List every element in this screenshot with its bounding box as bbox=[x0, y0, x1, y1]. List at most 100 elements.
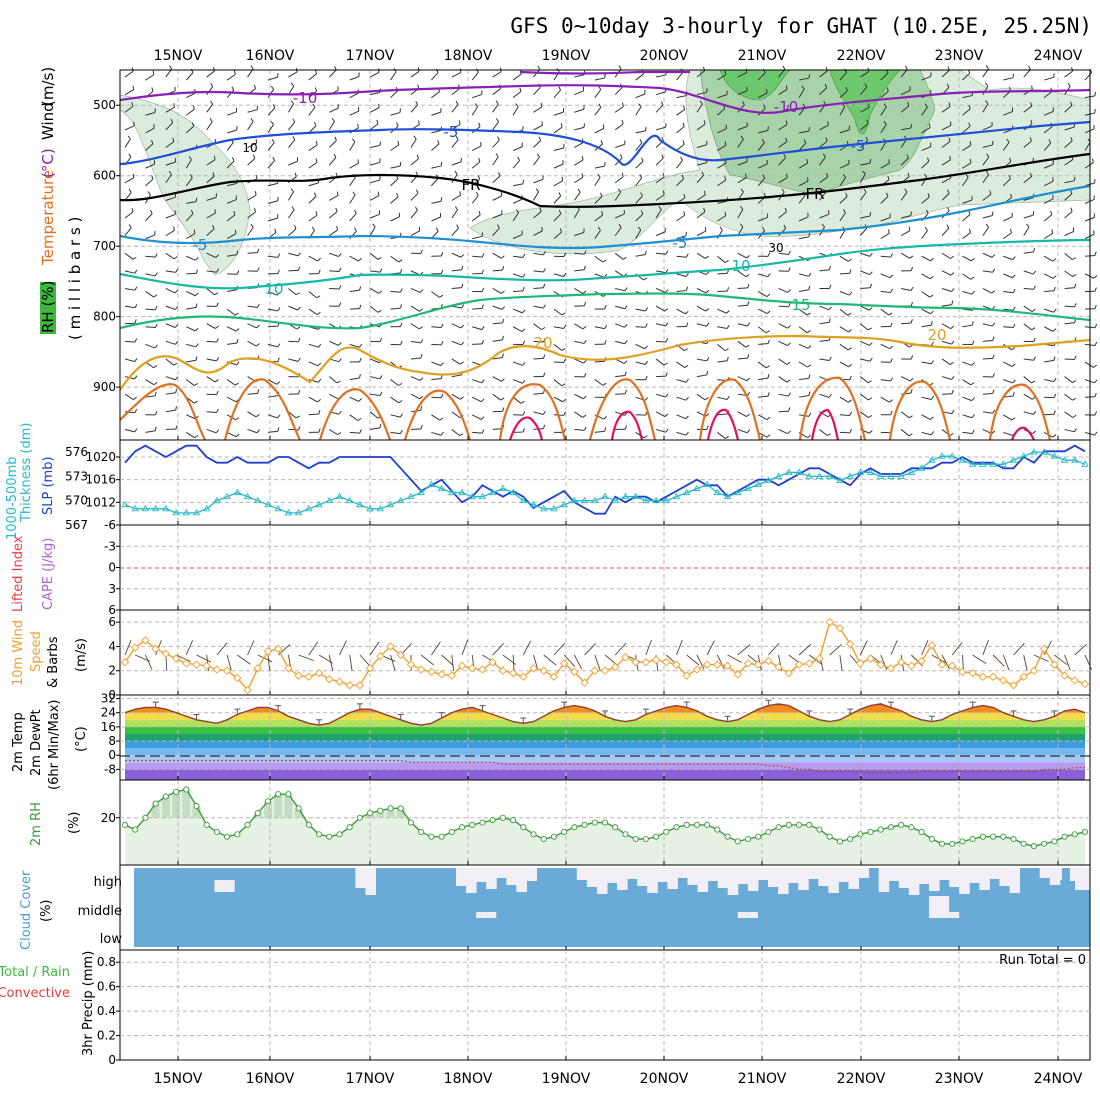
barb-flag bbox=[909, 255, 914, 259]
barb-flag bbox=[807, 364, 812, 368]
barb-flag bbox=[377, 256, 382, 260]
barb-flag bbox=[252, 154, 256, 159]
barb bbox=[533, 156, 540, 166]
barb-10m bbox=[420, 654, 434, 666]
barb-10m bbox=[921, 640, 929, 656]
barb bbox=[533, 340, 544, 343]
ylabel-wind10: 10m Wind bbox=[11, 620, 26, 686]
barb-flag bbox=[475, 191, 479, 196]
barb bbox=[533, 140, 541, 148]
barb-10m bbox=[492, 643, 505, 656]
barb-flag bbox=[418, 120, 420, 125]
ylabel-thickness: Thickness (dm) bbox=[19, 423, 34, 523]
barb bbox=[921, 273, 931, 280]
barb bbox=[472, 326, 482, 331]
wind10-marker bbox=[519, 672, 528, 681]
barb-flag bbox=[481, 304, 484, 309]
barb-flag bbox=[624, 425, 628, 430]
barb bbox=[328, 121, 335, 131]
barb-flag bbox=[477, 175, 481, 180]
barb-flag bbox=[600, 140, 603, 145]
rh2m-marker bbox=[121, 821, 129, 828]
barb bbox=[1023, 323, 1032, 331]
barb bbox=[370, 92, 380, 96]
cloud-clear-cell bbox=[878, 868, 890, 892]
barb bbox=[512, 183, 523, 187]
barb-flag bbox=[358, 343, 363, 348]
barb bbox=[839, 90, 848, 99]
barb-flag bbox=[907, 172, 910, 177]
barb-flag bbox=[583, 359, 587, 364]
cloud-clear-cell bbox=[969, 868, 980, 883]
rh2m-marker bbox=[775, 824, 782, 831]
barb bbox=[410, 357, 421, 360]
barb bbox=[798, 273, 809, 277]
barb bbox=[941, 270, 952, 276]
barb bbox=[124, 70, 134, 78]
barb-flag bbox=[946, 83, 950, 88]
barb bbox=[819, 192, 826, 201]
barb-flag bbox=[992, 322, 996, 327]
barb-flag bbox=[992, 336, 995, 341]
barb bbox=[614, 252, 624, 260]
barb bbox=[962, 232, 971, 240]
barb-flag bbox=[331, 117, 335, 122]
barb-flag bbox=[256, 324, 260, 329]
barb bbox=[1064, 230, 1074, 237]
barb bbox=[880, 141, 887, 151]
barb bbox=[1023, 69, 1031, 78]
barb bbox=[839, 414, 850, 416]
barb bbox=[982, 144, 993, 149]
barb bbox=[328, 157, 337, 166]
barb-flag bbox=[746, 377, 751, 382]
barb-flag bbox=[558, 192, 562, 197]
barb bbox=[288, 121, 296, 131]
barb-flag bbox=[336, 191, 339, 196]
wind10-marker bbox=[845, 639, 855, 649]
barb-flag bbox=[419, 289, 424, 293]
day-label-top: 21NOV bbox=[738, 48, 787, 64]
barb bbox=[962, 273, 972, 280]
rh2m-marker bbox=[377, 807, 384, 814]
barb-flag bbox=[134, 428, 138, 433]
wind10-marker bbox=[468, 664, 477, 673]
barb-flag bbox=[910, 286, 914, 291]
barb-flag bbox=[154, 344, 158, 349]
barb-flag bbox=[315, 211, 318, 216]
barb bbox=[533, 392, 544, 395]
barb-flag bbox=[910, 319, 913, 324]
thickness-marker bbox=[733, 488, 742, 496]
barb-flag bbox=[191, 122, 195, 127]
barb-flag bbox=[195, 269, 199, 274]
wind10-marker bbox=[754, 660, 763, 669]
barb bbox=[1084, 162, 1094, 169]
barb-flag bbox=[624, 412, 628, 416]
barb-flag bbox=[400, 288, 403, 293]
y-tick-label: -8 bbox=[104, 762, 116, 776]
barb bbox=[185, 72, 194, 81]
barb bbox=[676, 72, 684, 81]
barb-flag bbox=[173, 103, 175, 108]
contour-label: -5 bbox=[851, 137, 866, 155]
barb-flag bbox=[765, 330, 770, 334]
barb bbox=[124, 322, 136, 325]
barb bbox=[410, 158, 419, 166]
cloud-clear-cell bbox=[918, 868, 930, 884]
y-tick-label: 900 bbox=[93, 380, 116, 394]
thickness-marker bbox=[805, 472, 814, 479]
barb-flag bbox=[946, 224, 950, 229]
barb bbox=[860, 270, 870, 276]
barb bbox=[859, 86, 868, 95]
barb-flag bbox=[1051, 229, 1054, 234]
barb bbox=[655, 176, 665, 184]
barb bbox=[880, 124, 887, 134]
barb-flag bbox=[1012, 73, 1015, 78]
barb bbox=[553, 326, 564, 329]
barb-flag bbox=[563, 411, 567, 416]
barb-10m bbox=[768, 642, 780, 656]
barb bbox=[369, 305, 379, 313]
barb bbox=[962, 108, 971, 116]
wind10-marker bbox=[294, 671, 303, 680]
barb-flag bbox=[888, 159, 890, 164]
